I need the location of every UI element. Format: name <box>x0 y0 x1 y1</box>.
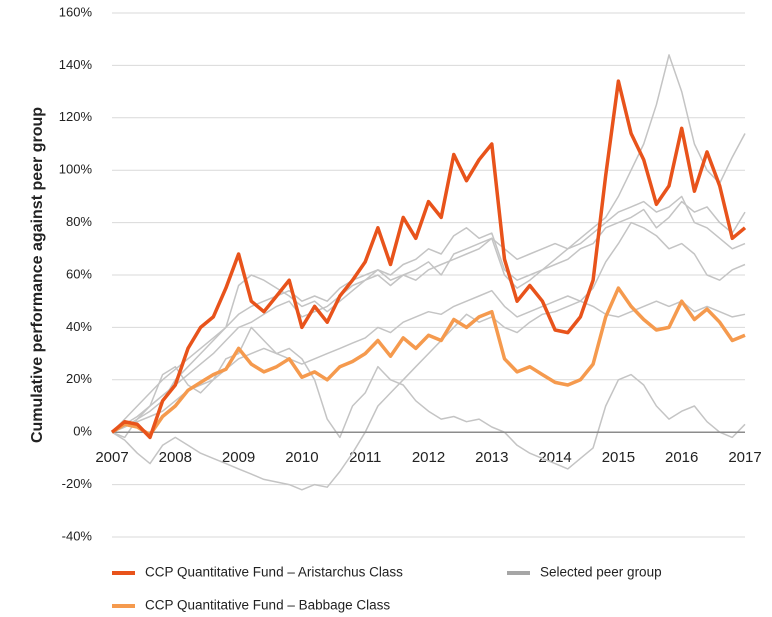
legend-label: CCP Quantitative Fund – Aristarchus Clas… <box>145 565 403 580</box>
peer-line <box>111 200 746 433</box>
x-tick-label: 2014 <box>538 449 571 466</box>
y-tick-label: 160% <box>59 4 93 19</box>
y-tick-label: 0% <box>73 424 92 439</box>
x-tick-label: 2016 <box>665 449 698 466</box>
y-tick-label: 80% <box>66 214 92 229</box>
x-tick-label: 2013 <box>475 449 508 466</box>
peer-line <box>111 195 746 433</box>
legend-label: CCP Quantitative Fund – Babbage Class <box>145 598 390 613</box>
legend-label: Selected peer group <box>540 565 662 580</box>
y-tick-label: -20% <box>62 476 93 491</box>
x-tick-label: 2008 <box>159 449 192 466</box>
x-tick-label: 2012 <box>412 449 445 466</box>
x-tick-label: 2015 <box>602 449 635 466</box>
x-tick-label: 2007 <box>95 449 128 466</box>
y-tick-label: 120% <box>59 109 93 124</box>
x-tick-label: 2011 <box>349 449 381 466</box>
y-axis-title: Cumulative performance against peer grou… <box>29 107 46 443</box>
peer-line <box>111 221 746 491</box>
y-tick-label: 20% <box>66 371 92 386</box>
series-line <box>111 286 746 437</box>
peer-line <box>111 54 746 433</box>
y-tick-label: 140% <box>59 57 93 72</box>
x-tick-label: 2017 <box>728 449 761 466</box>
y-tick-label: 60% <box>66 266 92 281</box>
series-line <box>110 79 747 440</box>
x-tick-label: 2010 <box>285 449 318 466</box>
x-tick-label: 2009 <box>222 449 255 466</box>
peer-line <box>111 326 746 470</box>
y-tick-label: 100% <box>59 162 93 177</box>
y-tick-label: 40% <box>66 319 92 334</box>
y-tick-label: -40% <box>62 528 93 543</box>
peer-line <box>111 289 746 433</box>
